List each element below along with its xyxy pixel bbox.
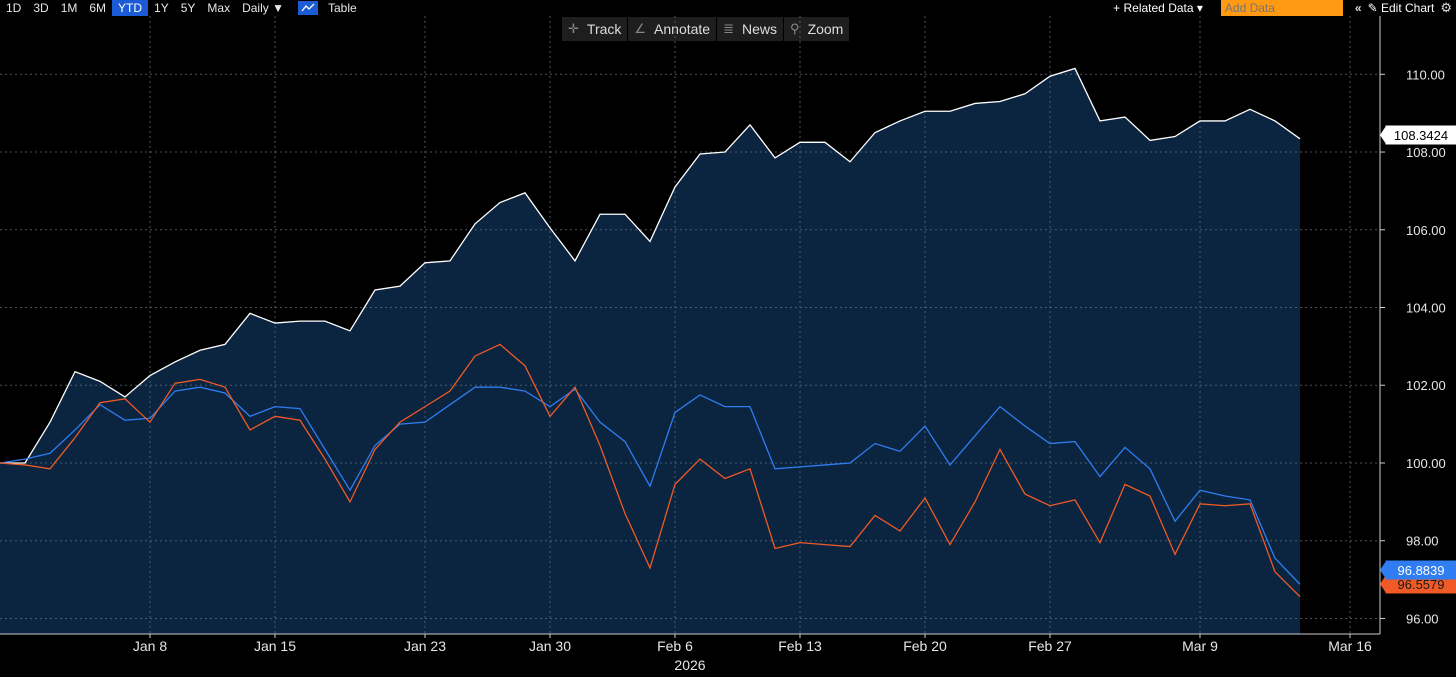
- timeframe-6m[interactable]: 6M: [89, 1, 107, 15]
- zoom-icon: ⚲: [790, 21, 800, 36]
- chart-tools-bar: ✛ Track ∠ Annotate ≣ News ⚲ Zoom: [562, 17, 851, 41]
- x-tick-label: Jan 23: [404, 638, 446, 654]
- toolbar-right: + Related Data ▾ « ✎ Edit Chart ⚙: [1113, 0, 1456, 16]
- x-tick-label: Feb 27: [1028, 638, 1072, 654]
- timeframe-group: 1D 3D 1M 6M YTD 1Y 5Y Max: [0, 0, 236, 16]
- last-value-label-1: 96.8839: [1398, 563, 1445, 578]
- track-button[interactable]: ✛ Track: [562, 17, 629, 41]
- y-tick-label: 104.00: [1406, 301, 1446, 316]
- y-tick-label: 100.00: [1406, 456, 1446, 471]
- x-tick-label: Feb 20: [903, 638, 947, 654]
- gear-icon[interactable]: ⚙: [1440, 0, 1452, 15]
- top-toolbar: 1D 3D 1M 6M YTD 1Y 5Y Max Daily ▼ Table + Relat…: [0, 0, 1456, 16]
- series-line-2: [0, 343, 1301, 598]
- annotate-label: Annotate: [654, 21, 711, 37]
- x-year-label: 2026: [674, 657, 705, 673]
- last-value-pointer-2: [1380, 575, 1386, 593]
- timeframe-max[interactable]: Max: [207, 1, 231, 15]
- last-value-box-1: [1385, 560, 1456, 580]
- zoom-button[interactable]: ⚲ Zoom: [784, 17, 851, 41]
- news-icon: ≣: [723, 21, 735, 36]
- pencil-icon: ∠: [634, 21, 647, 36]
- timeframe-5y[interactable]: 5Y: [180, 1, 196, 15]
- timeframe-3d[interactable]: 3D: [33, 1, 49, 15]
- zoom-label: Zoom: [807, 21, 844, 37]
- last-value-pointer-1: [1380, 561, 1386, 579]
- y-tick-label: 96.00: [1406, 611, 1439, 626]
- last-value-pointer-0: [1380, 126, 1386, 144]
- related-data-button[interactable]: + Related Data ▾: [1113, 1, 1203, 15]
- series-line-1: [0, 386, 1301, 585]
- series-area-fill: [0, 68, 1300, 635]
- x-tick-label: Jan 30: [529, 638, 571, 654]
- interval-dropdown[interactable]: Daily ▼: [242, 1, 284, 15]
- news-button[interactable]: ≣ News: [717, 17, 785, 41]
- add-data-input[interactable]: [1220, 0, 1343, 16]
- last-value-label-0: 108.3424: [1394, 128, 1448, 143]
- collapse-icon[interactable]: «: [1354, 1, 1362, 15]
- track-label: Track: [586, 21, 622, 37]
- crosshair-icon: ✛: [568, 21, 579, 36]
- timeframe-1m[interactable]: 1M: [60, 1, 78, 15]
- y-tick-label: 108.00: [1406, 145, 1446, 160]
- x-tick-label: Feb 6: [657, 638, 693, 654]
- y-tick-label: 102.00: [1406, 378, 1446, 393]
- last-value-label-2: 96.5579: [1398, 577, 1445, 592]
- line-chart-icon[interactable]: [297, 1, 318, 15]
- last-value-box-0: [1385, 125, 1456, 145]
- table-button[interactable]: Table: [327, 1, 357, 15]
- y-tick-label: 98.00: [1406, 534, 1439, 549]
- x-tick-label: Jan 8: [133, 638, 167, 654]
- timeframe-1y[interactable]: 1Y: [154, 1, 169, 15]
- y-tick-label: 110.00: [1406, 67, 1445, 82]
- x-tick-label: Mar 16: [1328, 638, 1372, 654]
- x-tick-label: Feb 13: [778, 638, 822, 654]
- timeframe-1d[interactable]: 1D: [6, 1, 22, 15]
- x-tick-label: Mar 9: [1182, 638, 1218, 654]
- series-line-0: [0, 67, 1301, 464]
- x-tick-label: Jan 15: [254, 638, 296, 654]
- news-label: News: [742, 21, 778, 37]
- annotate-button[interactable]: ∠ Annotate: [628, 17, 718, 41]
- edit-chart-button[interactable]: ✎ Edit Chart: [1367, 1, 1435, 15]
- y-tick-label: 106.00: [1406, 223, 1446, 238]
- timeframe-ytd[interactable]: YTD: [112, 0, 149, 16]
